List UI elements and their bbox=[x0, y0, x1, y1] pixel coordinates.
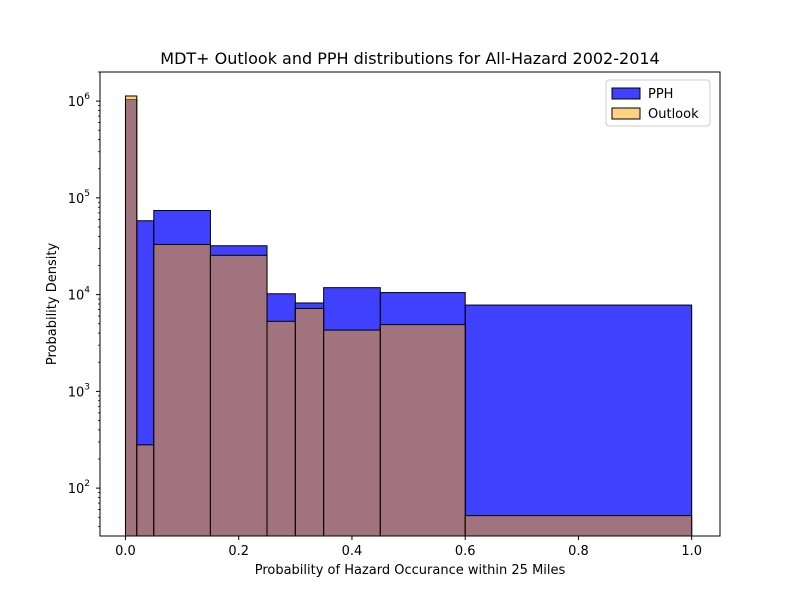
legend-label-pph: PPH bbox=[648, 87, 673, 102]
x-tick-label-3: 0.6 bbox=[455, 544, 476, 559]
y-tick-label-1: 103 bbox=[68, 382, 90, 400]
bar-outlook-3 bbox=[209, 254, 268, 537]
x-axis-label: Probability of Hazard Occurance within 2… bbox=[255, 563, 566, 578]
y-tick-label-3: 105 bbox=[68, 189, 90, 207]
bars-group bbox=[124, 95, 693, 537]
x-axis: 0.0 0.2 0.4 0.6 0.8 1.0 bbox=[115, 536, 702, 559]
bar-outlook-1 bbox=[136, 444, 155, 537]
legend-swatch-pph bbox=[611, 87, 641, 100]
y-axis: 102 103 104 105 106 bbox=[68, 71, 100, 528]
y-tick-label-2: 104 bbox=[68, 286, 91, 304]
x-tick-label-1: 0.2 bbox=[228, 544, 249, 559]
bar-outlook-6 bbox=[323, 329, 381, 537]
bar-outlook-7 bbox=[379, 324, 466, 537]
series-outlook bbox=[124, 95, 693, 537]
y-tick-label-4: 106 bbox=[68, 92, 91, 110]
legend: PPH Outlook bbox=[605, 79, 711, 127]
bar-outlook-4 bbox=[266, 320, 296, 537]
chart-title: MDT+ Outlook and PPH distributions for A… bbox=[160, 49, 659, 68]
bar-pph-8 bbox=[464, 304, 693, 537]
bar-outlook-2 bbox=[153, 243, 211, 537]
x-tick-label-5: 1.0 bbox=[681, 544, 702, 559]
y-axis-label: Probability Density bbox=[45, 243, 60, 366]
x-tick-label-4: 0.8 bbox=[568, 544, 589, 559]
bar-outlook-5 bbox=[294, 307, 325, 537]
bar-outlook-8 bbox=[464, 515, 693, 537]
x-tick-label-2: 0.4 bbox=[342, 544, 363, 559]
y-tick-label-0: 102 bbox=[68, 479, 90, 497]
x-tick-label-0: 0.0 bbox=[115, 544, 136, 559]
legend-swatch-outlook bbox=[611, 107, 641, 120]
bar-outlook-0 bbox=[124, 95, 138, 537]
legend-label-outlook: Outlook bbox=[648, 107, 699, 122]
